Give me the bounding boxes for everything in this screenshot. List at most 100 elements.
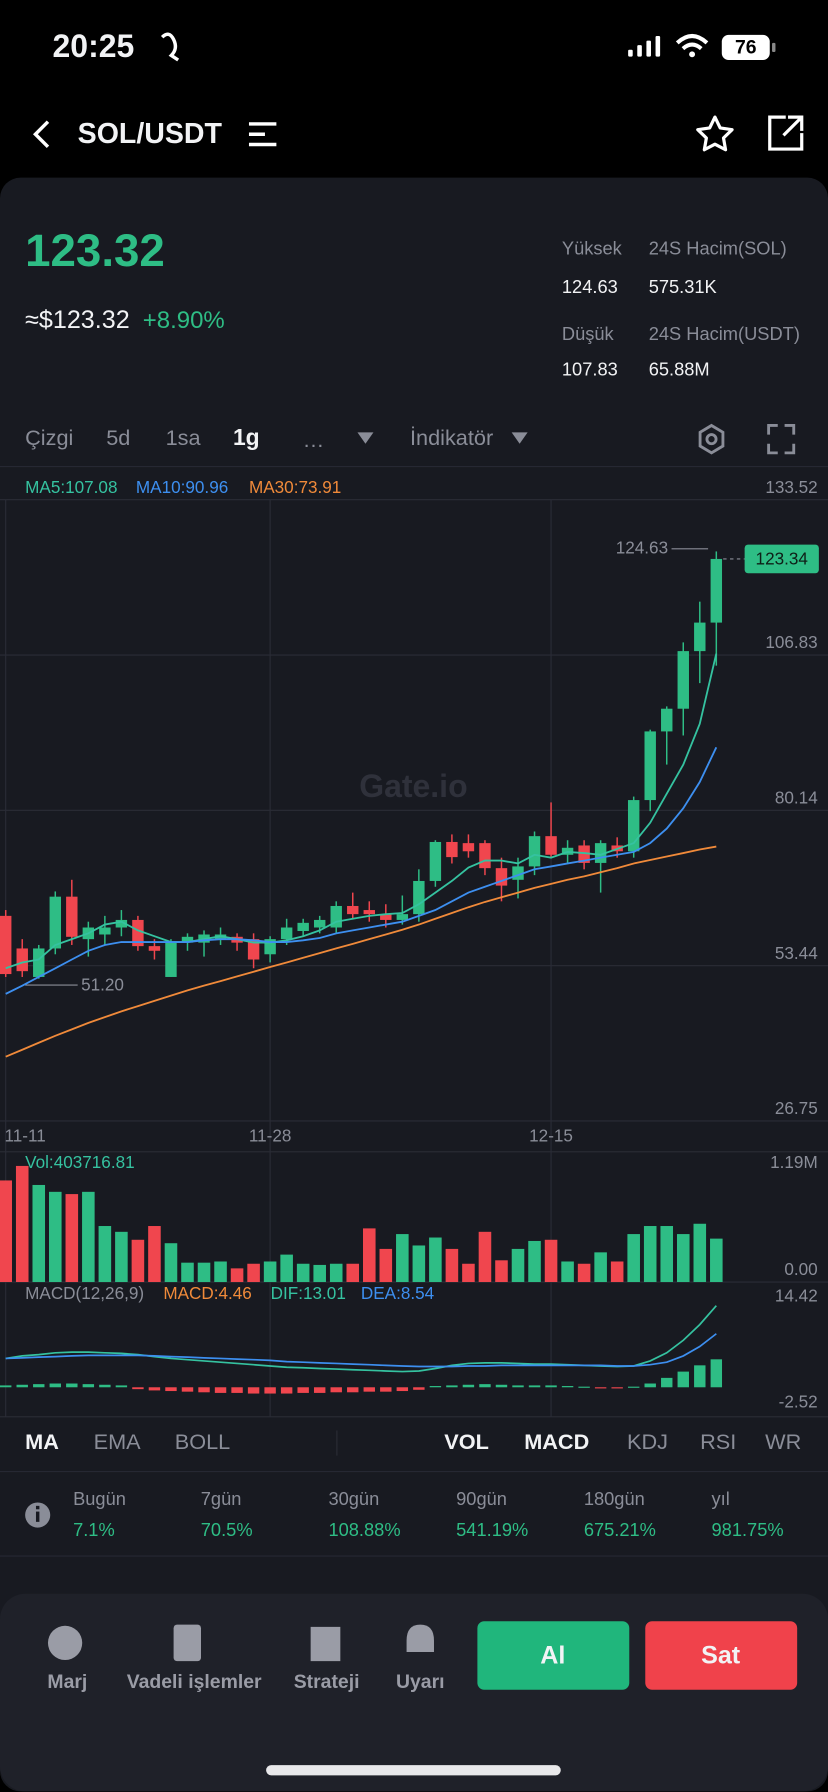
sub-indicator-tab[interactable]: WR	[765, 1429, 801, 1454]
candle-body	[528, 836, 541, 867]
interval-more[interactable]: …	[303, 427, 325, 452]
candle-body	[512, 866, 524, 880]
candle-body	[99, 927, 111, 935]
candle-body	[495, 868, 508, 886]
dropdown-arrow[interactable]	[511, 432, 528, 444]
nav-icons	[47, 1624, 434, 1662]
nav-item[interactable]: Uyarı	[396, 1671, 445, 1693]
last-price: 123.32	[25, 225, 165, 276]
macd-bar	[561, 1386, 574, 1388]
performance-label: 7gün	[201, 1488, 242, 1509]
candle-body	[627, 800, 640, 852]
y-tick-label: 133.52	[765, 477, 817, 497]
status-icon	[160, 32, 180, 62]
volume-tick-label: 0.00	[784, 1259, 817, 1279]
sell-label[interactable]: Sat	[701, 1641, 741, 1669]
candle-body	[694, 622, 706, 652]
macd-bar	[165, 1387, 177, 1392]
stat-label: 24S Hacim(SOL)	[649, 237, 787, 258]
macd-bar	[644, 1383, 656, 1388]
macd-tick-label: -2.52	[779, 1392, 818, 1412]
macd-bar	[446, 1385, 458, 1388]
indicator-menu[interactable]: İndikatör	[410, 425, 493, 450]
settings-button[interactable]	[698, 423, 725, 455]
candle-body	[49, 896, 61, 949]
performance-value: 70.5%	[201, 1519, 253, 1540]
candle-body	[247, 939, 260, 960]
main-indicator-tab[interactable]: BOLL	[175, 1429, 230, 1454]
volume-bar	[181, 1262, 194, 1283]
volume-bar	[412, 1245, 426, 1283]
sell-button[interactable]	[645, 1621, 798, 1690]
interval-tab-active[interactable]: 1g	[233, 424, 260, 450]
volume-bar	[65, 1194, 79, 1283]
candle-body	[16, 948, 28, 972]
last-price-label: 123.34	[756, 549, 809, 569]
volume-bar	[115, 1231, 128, 1283]
price-chart: 133.52 106.83 80.14 53.44 26.75 11-11 11-28 12-…	[0, 477, 828, 1417]
macd-bar	[181, 1387, 194, 1392]
main-indicator-tab[interactable]: MA	[25, 1429, 59, 1454]
interval-tab[interactable]: Çizgi	[25, 425, 73, 450]
macd-bar	[694, 1365, 706, 1388]
volume-label: Vol:403716.81	[25, 1152, 135, 1172]
macd-label: DIF:13.01	[271, 1283, 346, 1303]
macd-bar	[363, 1387, 375, 1392]
candle-body	[33, 948, 45, 977]
y-tick-label: 26.75	[775, 1098, 818, 1118]
macd-bar	[66, 1383, 78, 1388]
stat-label: Yüksek	[562, 237, 623, 258]
ma-line	[5, 746, 718, 995]
content-panel	[0, 177, 828, 1792]
settings-button-dot	[705, 433, 718, 446]
volume-bar	[49, 1191, 62, 1283]
macd-bar	[661, 1377, 673, 1388]
favorite-button[interactable]	[696, 115, 734, 152]
volume-bar	[643, 1226, 657, 1283]
interval-tab[interactable]: 1sa	[166, 425, 202, 450]
macd-bar	[214, 1387, 227, 1393]
nav-item[interactable]: Strateji	[294, 1671, 360, 1693]
dropdown-arrow[interactable]	[357, 432, 374, 444]
performance-value: 981.75%	[712, 1519, 784, 1540]
volume-bar	[214, 1261, 227, 1283]
volume-bar	[710, 1238, 723, 1283]
signal-icon	[628, 36, 661, 57]
interval-tab[interactable]: 5d	[106, 425, 130, 450]
back-button[interactable]	[32, 120, 50, 149]
sub-indicator-tab[interactable]: VOL	[444, 1429, 489, 1454]
fullscreen-button[interactable]	[767, 424, 796, 455]
volume-bar	[280, 1254, 293, 1283]
macd-bar	[611, 1387, 623, 1389]
share-button[interactable]	[768, 115, 804, 151]
volume-tick-label: 1.19M	[770, 1152, 818, 1172]
macd-bar	[132, 1387, 144, 1390]
candle-body	[677, 651, 689, 709]
candle-body	[479, 843, 491, 869]
sub-indicator-tab[interactable]: KDJ	[627, 1429, 668, 1454]
sub-indicator-tab[interactable]: MACD	[524, 1429, 589, 1454]
candle-body	[429, 841, 442, 881]
sub-indicator-tab[interactable]: RSI	[700, 1429, 736, 1454]
candle-body	[66, 896, 78, 937]
main-indicator-tab[interactable]: EMA	[94, 1429, 142, 1454]
macd-bar	[49, 1383, 61, 1388]
pair-title[interactable]: SOL/USDT	[78, 118, 223, 150]
macd-bar	[512, 1385, 524, 1388]
macd-bar	[677, 1371, 689, 1388]
candle-body	[148, 946, 161, 951]
candle-body	[363, 910, 375, 915]
macd-bar	[578, 1386, 590, 1388]
buy-button[interactable]	[477, 1621, 630, 1690]
pair-menu-icon[interactable]	[248, 122, 277, 147]
performance-value: 7.1%	[73, 1519, 115, 1540]
macd-bar	[297, 1387, 309, 1393]
candle-body	[0, 915, 12, 975]
volume-bar	[296, 1263, 310, 1283]
nav-item[interactable]: Marj	[47, 1671, 87, 1693]
macd-bar	[347, 1387, 359, 1393]
volume-bar	[379, 1248, 393, 1283]
volume-bar	[396, 1234, 409, 1283]
buy-label[interactable]: Al	[540, 1641, 565, 1669]
nav-item[interactable]: Vadeli işlemler	[127, 1671, 262, 1693]
